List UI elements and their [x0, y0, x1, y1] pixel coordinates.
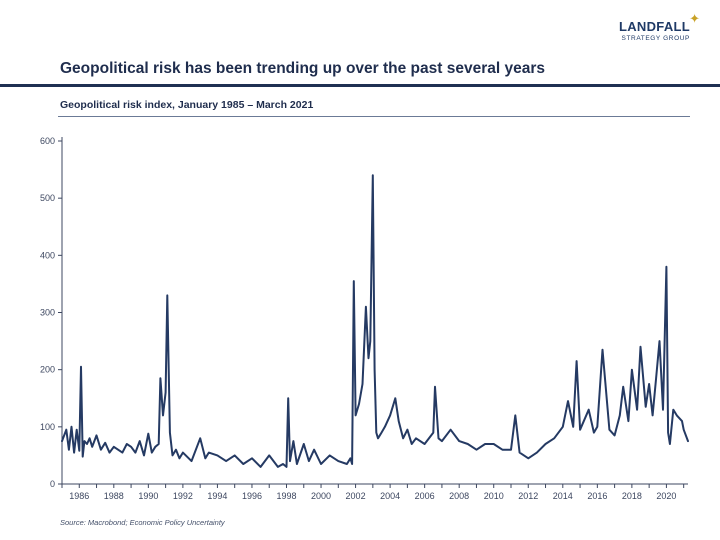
page-headline: Geopolitical risk has been trending up o…	[60, 60, 545, 77]
y-tick-label: 600	[40, 136, 55, 146]
x-tick-label: 1998	[276, 491, 296, 501]
y-tick-label: 500	[40, 193, 55, 203]
x-tick-label: 2008	[449, 491, 469, 501]
y-tick-label: 100	[40, 422, 55, 432]
x-tick-label: 2004	[380, 491, 400, 501]
x-tick-label: 1994	[207, 491, 227, 501]
x-axis: 1986 1988 1990 1992 1994 1996 1998 2000 2002 2004…	[61, 483, 688, 501]
title-divider	[58, 116, 690, 117]
x-tick-label: 2002	[346, 491, 366, 501]
x-tick-label: 1992	[173, 491, 193, 501]
x-tick-label: 2006	[415, 491, 435, 501]
y-tick-label: 300	[40, 308, 55, 318]
x-tick-label: 2016	[587, 491, 607, 501]
y-axis: 0 100 200 300 400 500 600	[40, 136, 63, 489]
y-tick-label: 0	[50, 479, 55, 489]
series-layer	[61, 174, 689, 468]
brand-logo: ✦ LANDFALL STRATEGY GROUP	[619, 12, 700, 42]
series-line	[61, 174, 689, 468]
x-tick-label: 1990	[138, 491, 158, 501]
x-tick-label: 1996	[242, 491, 262, 501]
source-note: Source: Macrobond; Economic Policy Uncer…	[60, 518, 225, 527]
headline-divider	[0, 84, 720, 87]
y-tick-label: 200	[40, 365, 55, 375]
x-tick-label: 2018	[622, 491, 642, 501]
x-tick-label: 2010	[484, 491, 504, 501]
logo-name: LANDFALL	[619, 19, 690, 34]
y-tick-label: 400	[40, 250, 55, 260]
x-tick-label: 1986	[69, 491, 89, 501]
x-tick-label: 2020	[656, 491, 676, 501]
x-tick-label: 2000	[311, 491, 331, 501]
chart-title: Geopolitical risk index, January 1985 – …	[60, 99, 314, 111]
logo-tagline: STRATEGY GROUP	[621, 35, 690, 42]
star-icon: ✦	[689, 11, 700, 26]
x-tick-label: 2014	[553, 491, 573, 501]
x-tick-label: 1988	[104, 491, 124, 501]
x-tick-label: 2012	[518, 491, 538, 501]
